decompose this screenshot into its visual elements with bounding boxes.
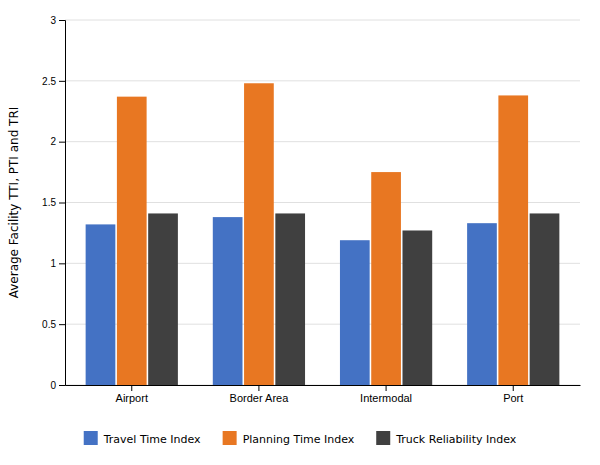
bar (275, 213, 305, 385)
y-tick-label: 0.5 (42, 319, 56, 330)
grid-line (65, 80, 580, 81)
y-tick-label: 3 (50, 15, 56, 26)
bar (498, 95, 528, 385)
y-tick-mark (59, 81, 65, 82)
y-tick-mark (59, 324, 65, 325)
y-axis-title: Average Facility TTI, PTI and TRI (7, 107, 21, 299)
legend-item: Truck Reliability Index (376, 431, 517, 446)
bar (467, 223, 497, 385)
y-axis-line (59, 21, 66, 386)
x-tick-label: Airport (116, 392, 148, 404)
grid-line (65, 20, 580, 21)
x-tick-label: Border Area (230, 392, 290, 404)
legend-swatch (223, 431, 237, 445)
y-tick: 2.5 (42, 76, 65, 87)
legend-label: Travel Time Index (103, 433, 201, 446)
bar (148, 213, 178, 385)
bar (86, 224, 116, 385)
y-tick: 0 (50, 380, 65, 391)
y-tick-label: 1 (50, 258, 56, 269)
bar (340, 240, 370, 385)
legend-item: Planning Time Index (223, 431, 355, 446)
bar (117, 97, 147, 385)
y-tick: 2 (50, 136, 65, 147)
x-tick-label: Port (503, 392, 523, 404)
bar (244, 83, 274, 385)
y-tick-mark (59, 203, 65, 204)
x-tick-mark (258, 385, 259, 391)
legend: Travel Time Index Planning Time Index Truc… (84, 431, 517, 446)
x-axis-line (66, 385, 581, 386)
y-tick-mark (59, 385, 65, 386)
bar (213, 217, 243, 385)
x-tick-mark (131, 385, 132, 391)
bar-series (117, 83, 528, 385)
y-tick: 3 (50, 15, 65, 26)
bar (371, 172, 401, 385)
y-tick-label: 2.5 (42, 76, 56, 87)
y-tick-label: 1.5 (42, 197, 56, 208)
y-tick: 1 (50, 258, 65, 269)
y-tick-mark (59, 142, 65, 143)
x-tick: Border Area (230, 385, 290, 404)
x-tick-mark (386, 385, 387, 391)
grid (65, 20, 580, 385)
x-tick: Airport (116, 385, 148, 404)
y-tick-label: 0 (50, 380, 56, 391)
x-tick-mark (513, 385, 514, 391)
x-tick: Intermodal (360, 385, 412, 404)
legend-label: Planning Time Index (243, 433, 355, 446)
legend-swatch (84, 431, 98, 445)
y-tick-label: 2 (50, 136, 56, 147)
x-axis: Airport Border Area Intermodal Port (66, 385, 581, 404)
bar (402, 230, 432, 385)
legend-swatch (376, 431, 390, 445)
x-tick: Port (503, 385, 523, 404)
y-tick-mark (59, 263, 65, 264)
y-axis: 0 0.5 1 1.5 2 2.5 3 (42, 15, 65, 391)
y-tick: 1.5 (42, 197, 65, 208)
y-tick: 0.5 (42, 319, 65, 330)
bar (530, 213, 560, 385)
legend-label: Truck Reliability Index (395, 433, 517, 446)
plot: 0 0.5 1 1.5 2 2.5 3 Airport Border Area Intermoda… (42, 15, 580, 404)
bar-series (148, 213, 559, 385)
legend-item: Travel Time Index (84, 431, 201, 446)
chart: 0 0.5 1 1.5 2 2.5 3 Airport Border Area Intermoda… (0, 0, 600, 465)
y-tick-mark (59, 20, 65, 21)
x-tick-label: Intermodal (360, 392, 412, 404)
bars (86, 83, 560, 385)
